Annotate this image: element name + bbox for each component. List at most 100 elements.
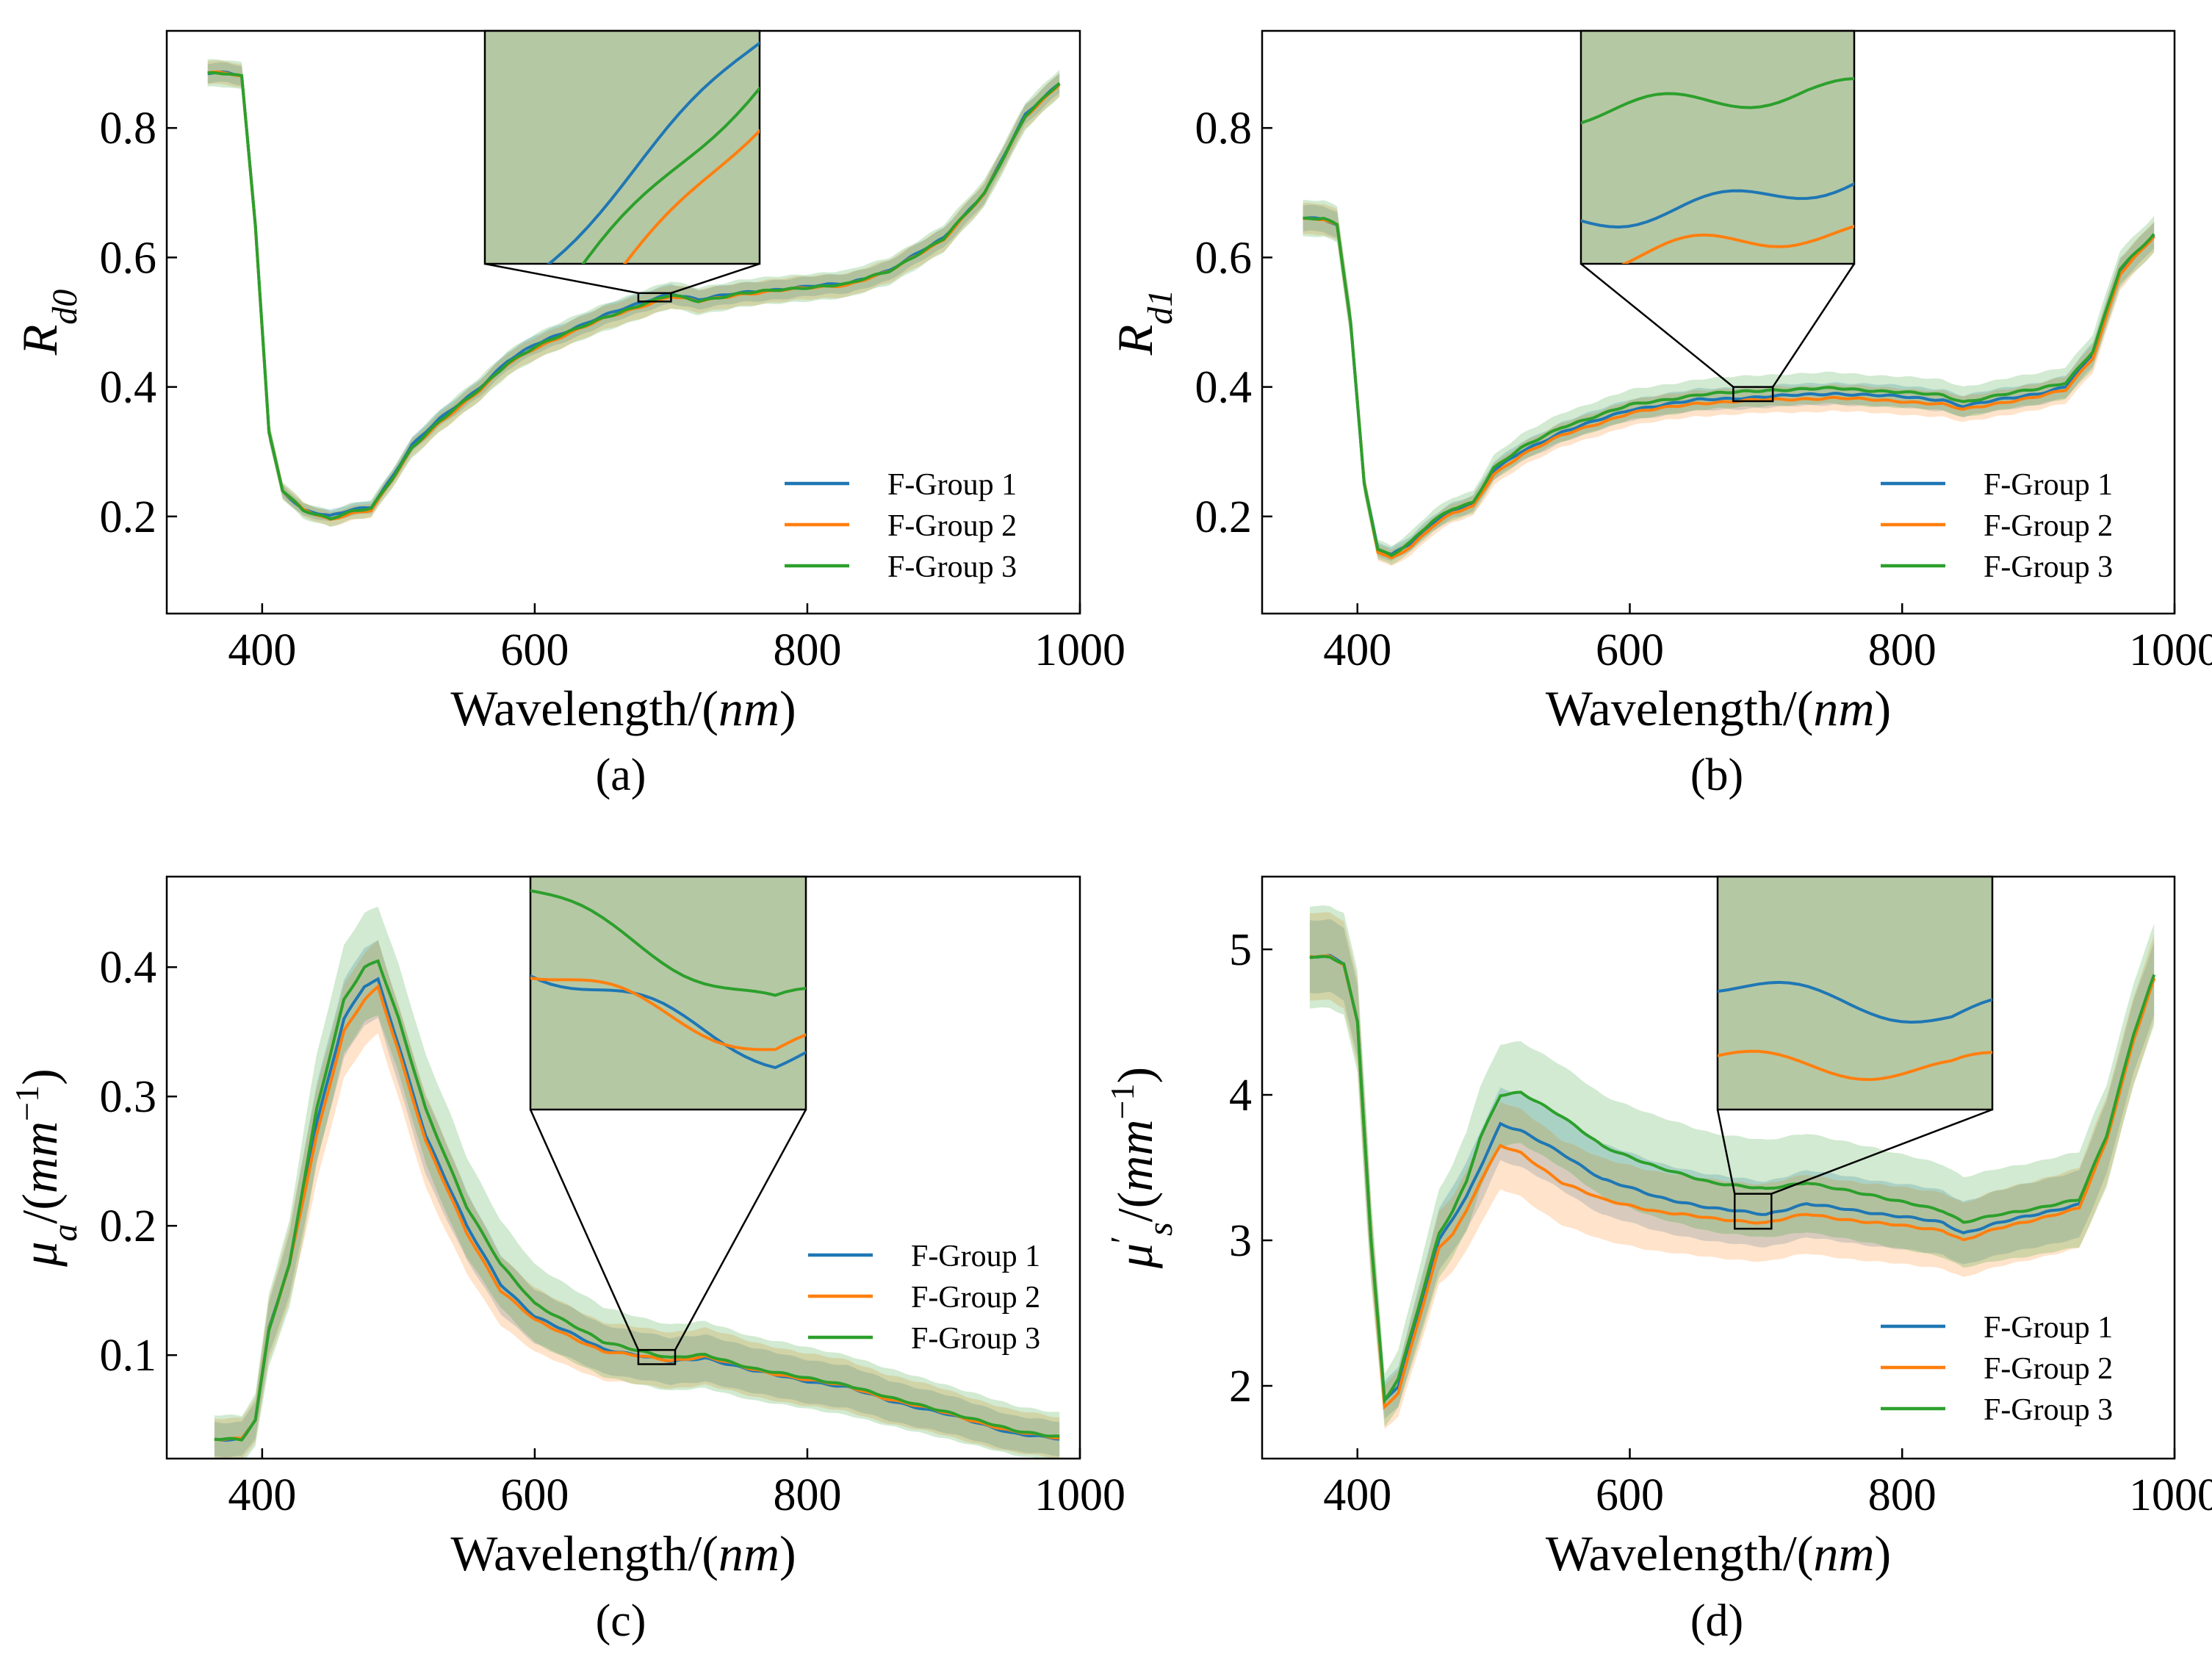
inset-frame — [483, 29, 761, 265]
x-tick-label: 600 — [500, 1470, 569, 1520]
legend: F-Group 1 F-Group 2 F-Group 3 — [808, 1240, 1040, 1356]
line-f-group-3 — [214, 959, 1060, 1442]
zoom-connector — [1770, 1108, 1993, 1195]
panel-caption: (c) — [596, 1596, 646, 1646]
legend-label: F-Group 1 — [1984, 468, 2113, 502]
y-tick-label: 0.8 — [1195, 104, 1253, 154]
inset-line-f-group-3 — [581, 86, 760, 264]
legend: F-Group 1 F-Group 2 F-Group 3 — [1881, 1311, 2113, 1427]
panel-caption: (b) — [1690, 750, 1743, 800]
inset-line-f-group-3 — [530, 889, 806, 997]
zoom-connector — [674, 1109, 807, 1351]
y-tick-label: 4 — [1229, 1071, 1252, 1121]
line-f-group-1 — [1309, 954, 2156, 1404]
y-axis-label: Rd1 — [1107, 290, 1180, 356]
legend-label: F-Group 2 — [1984, 509, 2113, 543]
plot-area — [1309, 905, 2156, 1429]
line-f-group-1 — [207, 71, 1061, 517]
legend: F-Group 1 F-Group 2 F-Group 3 — [785, 468, 1017, 584]
x-axis-label: Wavelength/(nm) — [1546, 1525, 1891, 1581]
y-tick-label: 0.2 — [1195, 492, 1253, 542]
y-tick-label: 0.6 — [1195, 233, 1253, 283]
x-tick-label: 1000 — [2129, 625, 2212, 675]
inset — [529, 875, 807, 1111]
zoom-connector — [1772, 263, 1856, 388]
panel-b: 400 600 800 1000 0.2 0.4 0.6 0.8 Wavelength/(nm)… — [1107, 29, 2212, 800]
inset-line-f-group-3 — [1581, 76, 1854, 125]
band-f-group-1 — [214, 940, 1060, 1458]
legend-label: F-Group 3 — [911, 1322, 1040, 1356]
inset-line-f-group-2 — [1718, 1049, 1992, 1082]
y-tick-label: 0.3 — [100, 1072, 157, 1122]
inset-line-f-group-2 — [623, 129, 760, 264]
y-tick-label: 0.4 — [100, 363, 157, 413]
x-tick-label: 1000 — [1034, 625, 1125, 675]
y-tick-label: 3 — [1229, 1216, 1252, 1266]
inset-line-f-group-2 — [530, 977, 806, 1052]
inset-line-f-group-2 — [1621, 224, 1854, 264]
x-tick-label: 1000 — [1034, 1470, 1125, 1520]
line-f-group-3 — [1303, 216, 2155, 558]
legend-label: F-Group 1 — [1984, 1311, 2113, 1345]
line-f-group-2 — [1303, 217, 2155, 560]
y-axis-label: μ′s/(mm−1) — [1103, 1067, 1180, 1269]
y-axis-label: Rd0 — [12, 290, 84, 356]
zoom-connector — [484, 262, 639, 295]
legend-label: F-Group 2 — [887, 509, 1017, 543]
legend-label: F-Group 3 — [887, 550, 1017, 584]
plot-area — [207, 59, 1061, 528]
panel-caption: (d) — [1690, 1596, 1743, 1646]
x-tick-label: 1000 — [2129, 1470, 2212, 1520]
y-tick-label: 5 — [1229, 925, 1252, 975]
panel-d: 400 600 800 1000 2 3 4 5 Wavelength/(nm) μ′s/(mm−… — [1103, 815, 2212, 1646]
y-tick-label: 0.2 — [100, 492, 157, 542]
x-tick-label: 400 — [228, 625, 296, 675]
x-tick-label: 800 — [1868, 1470, 1937, 1520]
legend-label: F-Group 3 — [1984, 550, 2113, 584]
zoom-box — [1733, 1193, 1773, 1230]
x-tick-label: 600 — [1596, 625, 1664, 675]
x-tick-label: 800 — [1868, 625, 1937, 675]
inset-line-f-group-1 — [547, 41, 760, 264]
inset-line-f-group-1 — [1581, 181, 1854, 229]
zoom-connector — [1580, 263, 1734, 388]
inset-frame — [1716, 875, 1994, 1111]
zoom-box — [637, 1348, 677, 1365]
x-tick-label: 600 — [1596, 1470, 1664, 1520]
panel-caption: (a) — [596, 750, 646, 800]
x-axis-label: Wavelength/(nm) — [1546, 680, 1891, 736]
panel-c: 400 600 800 1000 0.1 0.2 0.3 0.4 Wavelength/(nm)… — [8, 875, 1125, 1646]
y-tick-label: 0.4 — [1195, 363, 1253, 413]
inset-line-f-group-1 — [1718, 980, 1992, 1024]
inset — [1697, 815, 2012, 1111]
x-tick-label: 600 — [500, 625, 569, 675]
zoom-box — [1732, 386, 1774, 403]
x-axis-label: Wavelength/(nm) — [450, 680, 796, 736]
zoom-box — [637, 292, 672, 303]
inset-line-f-group-1 — [530, 974, 806, 1070]
line-f-group-2 — [1309, 954, 2156, 1410]
line-f-group-3 — [207, 71, 1061, 521]
y-tick-label: 0.2 — [100, 1201, 157, 1251]
y-axis-label: μa/(mm−1) — [8, 1068, 84, 1268]
legend-label: F-Group 1 — [911, 1240, 1040, 1273]
inset-line-f-group-3 — [1697, 815, 2012, 844]
legend-label: F-Group 2 — [1984, 1352, 2113, 1386]
inset-frame — [1579, 29, 1856, 265]
inset — [483, 29, 761, 265]
x-tick-label: 800 — [773, 1470, 841, 1520]
y-tick-label: 0.1 — [100, 1331, 157, 1381]
y-tick-label: 0.8 — [100, 104, 157, 154]
zoom-connector — [1716, 1109, 1736, 1194]
zoom-connector — [529, 1109, 640, 1351]
line-f-group-3 — [1309, 955, 2156, 1405]
zoom-connector — [671, 262, 760, 295]
y-tick-label: 0.6 — [100, 233, 157, 283]
x-tick-label: 400 — [1323, 1470, 1391, 1520]
x-tick-label: 400 — [1323, 625, 1391, 675]
legend-label: F-Group 2 — [911, 1281, 1040, 1315]
x-tick-label: 400 — [228, 1470, 296, 1520]
y-tick-label: 0.4 — [100, 943, 157, 993]
x-tick-label: 800 — [773, 625, 841, 675]
